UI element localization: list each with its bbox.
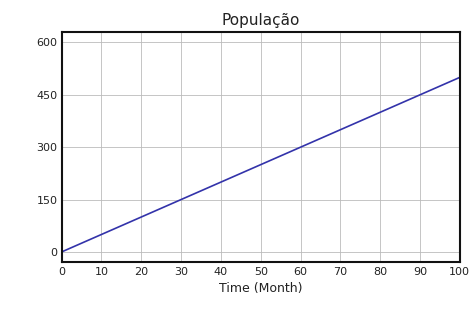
- Title: População: População: [221, 13, 300, 28]
- X-axis label: Time (Month): Time (Month): [219, 282, 302, 295]
